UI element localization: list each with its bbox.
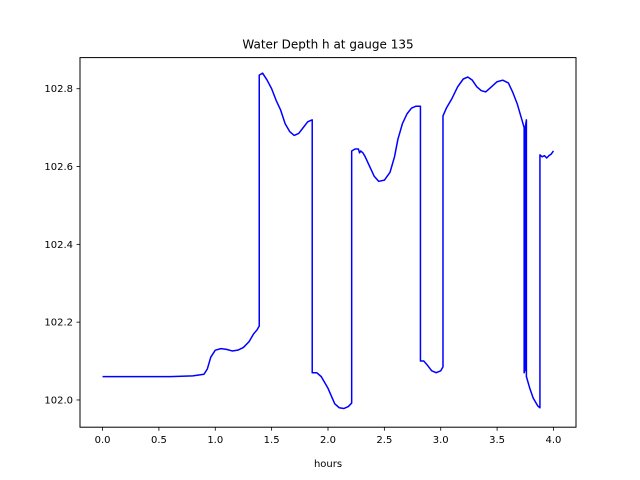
x-tick-label: 0.0 xyxy=(95,435,111,446)
y-axis: 102.0 102.2 102.4 102.6 102.8 xyxy=(44,84,80,406)
x-axis: 0.0 0.5 1.0 1.5 2.0 2.5 3.0 3.5 4.0 xyxy=(95,427,562,446)
x-tick-label: 0.5 xyxy=(151,435,167,446)
x-tick-label: 3.5 xyxy=(489,435,505,446)
x-tick-label: 2.5 xyxy=(376,435,392,446)
y-tick-label: 102.0 xyxy=(44,395,73,406)
plot-lines xyxy=(102,72,555,410)
x-tick-label: 4.0 xyxy=(546,435,562,446)
x-tick-label: 3.0 xyxy=(433,435,449,446)
y-tick-label: 102.6 xyxy=(44,162,73,173)
x-tick-label: 1.5 xyxy=(264,435,280,446)
y-tick-label: 102.2 xyxy=(44,318,73,329)
plot-frame xyxy=(79,57,577,428)
x-tick-label: 2.0 xyxy=(320,435,336,446)
y-tick-label: 102.4 xyxy=(44,240,73,251)
x-axis-label: hours xyxy=(314,459,342,470)
series-line-0 xyxy=(102,72,555,410)
chart-title: Water Depth h at gauge 135 xyxy=(242,38,413,52)
x-tick-label: 1.0 xyxy=(207,435,223,446)
y-tick-label: 102.8 xyxy=(44,84,73,95)
